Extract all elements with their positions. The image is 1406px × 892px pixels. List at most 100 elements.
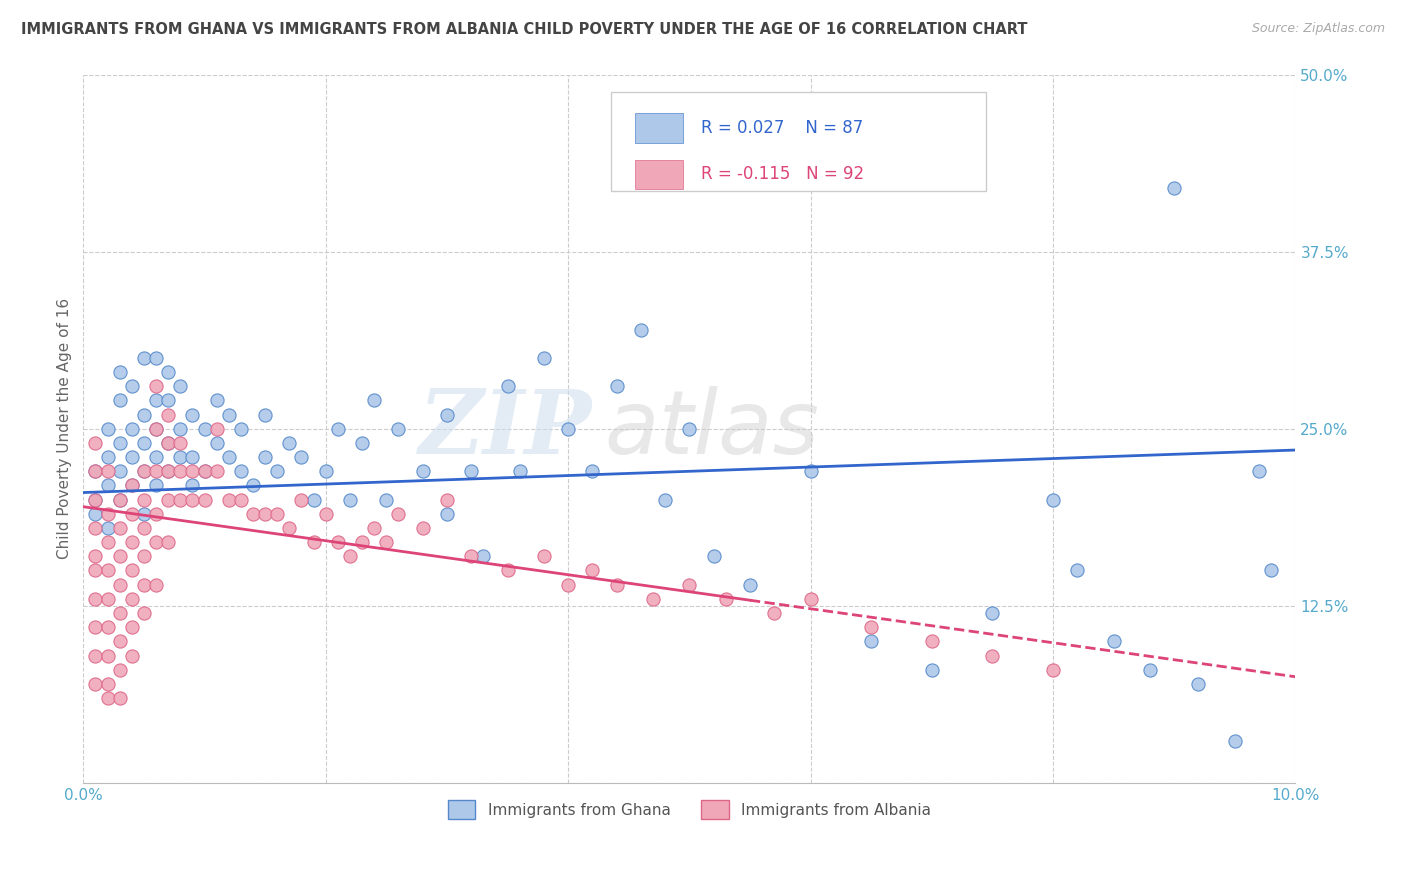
- Point: [132, 521, 155, 535]
- Point: [169, 464, 191, 478]
- Point: [1187, 677, 1209, 691]
- Point: [145, 478, 167, 492]
- Point: [132, 507, 155, 521]
- Point: [714, 591, 737, 606]
- Point: [981, 648, 1004, 663]
- Point: [96, 450, 118, 464]
- Point: [387, 507, 409, 521]
- Point: [352, 436, 374, 450]
- Point: [678, 422, 700, 436]
- Point: [121, 591, 143, 606]
- Point: [1223, 733, 1246, 747]
- Point: [96, 422, 118, 436]
- Point: [181, 492, 204, 507]
- Point: [1102, 634, 1125, 648]
- Point: [96, 691, 118, 706]
- Point: [460, 464, 482, 478]
- Point: [229, 422, 252, 436]
- Point: [121, 478, 143, 492]
- Point: [157, 393, 180, 408]
- Point: [641, 591, 664, 606]
- Point: [581, 564, 603, 578]
- Point: [96, 648, 118, 663]
- Point: [84, 436, 107, 450]
- Point: [496, 379, 519, 393]
- Point: [606, 577, 628, 591]
- Point: [205, 393, 228, 408]
- Point: [157, 535, 180, 549]
- Point: [315, 464, 337, 478]
- Point: [557, 422, 579, 436]
- Point: [121, 535, 143, 549]
- Point: [145, 379, 167, 393]
- Point: [121, 478, 143, 492]
- FancyBboxPatch shape: [636, 113, 683, 144]
- Point: [266, 507, 288, 521]
- Point: [132, 549, 155, 564]
- Point: [738, 577, 761, 591]
- Point: [132, 464, 155, 478]
- Point: [84, 521, 107, 535]
- Text: R = -0.115   N = 92: R = -0.115 N = 92: [702, 165, 865, 184]
- Point: [339, 549, 361, 564]
- Point: [145, 422, 167, 436]
- Point: [533, 351, 555, 365]
- FancyBboxPatch shape: [610, 92, 987, 192]
- Point: [169, 422, 191, 436]
- Text: ZIP: ZIP: [419, 385, 592, 472]
- Point: [181, 478, 204, 492]
- Point: [218, 450, 240, 464]
- Point: [496, 564, 519, 578]
- Point: [581, 464, 603, 478]
- Point: [145, 507, 167, 521]
- Point: [84, 677, 107, 691]
- Point: [678, 577, 700, 591]
- Point: [145, 450, 167, 464]
- Point: [193, 492, 215, 507]
- Point: [181, 408, 204, 422]
- Point: [460, 549, 482, 564]
- Point: [436, 492, 458, 507]
- Point: [169, 436, 191, 450]
- Point: [121, 564, 143, 578]
- Point: [326, 535, 349, 549]
- Point: [132, 351, 155, 365]
- Point: [132, 492, 155, 507]
- Point: [84, 507, 107, 521]
- Y-axis label: Child Poverty Under the Age of 16: Child Poverty Under the Age of 16: [58, 298, 72, 559]
- Point: [84, 620, 107, 634]
- Point: [1042, 492, 1064, 507]
- FancyBboxPatch shape: [636, 160, 683, 189]
- Point: [145, 535, 167, 549]
- Point: [157, 464, 180, 478]
- Point: [169, 379, 191, 393]
- Point: [412, 464, 434, 478]
- Point: [229, 492, 252, 507]
- Point: [96, 521, 118, 535]
- Point: [84, 591, 107, 606]
- Point: [921, 634, 943, 648]
- Point: [84, 564, 107, 578]
- Point: [254, 408, 277, 422]
- Point: [1066, 564, 1088, 578]
- Point: [157, 436, 180, 450]
- Point: [1042, 663, 1064, 677]
- Point: [205, 422, 228, 436]
- Point: [145, 577, 167, 591]
- Point: [157, 365, 180, 379]
- Point: [205, 436, 228, 450]
- Point: [157, 436, 180, 450]
- Point: [557, 577, 579, 591]
- Point: [1249, 464, 1271, 478]
- Point: [108, 492, 131, 507]
- Point: [108, 464, 131, 478]
- Point: [763, 606, 786, 620]
- Point: [242, 478, 264, 492]
- Point: [132, 408, 155, 422]
- Point: [606, 379, 628, 393]
- Point: [108, 577, 131, 591]
- Point: [84, 464, 107, 478]
- Point: [145, 464, 167, 478]
- Text: atlas: atlas: [605, 385, 820, 472]
- Point: [387, 422, 409, 436]
